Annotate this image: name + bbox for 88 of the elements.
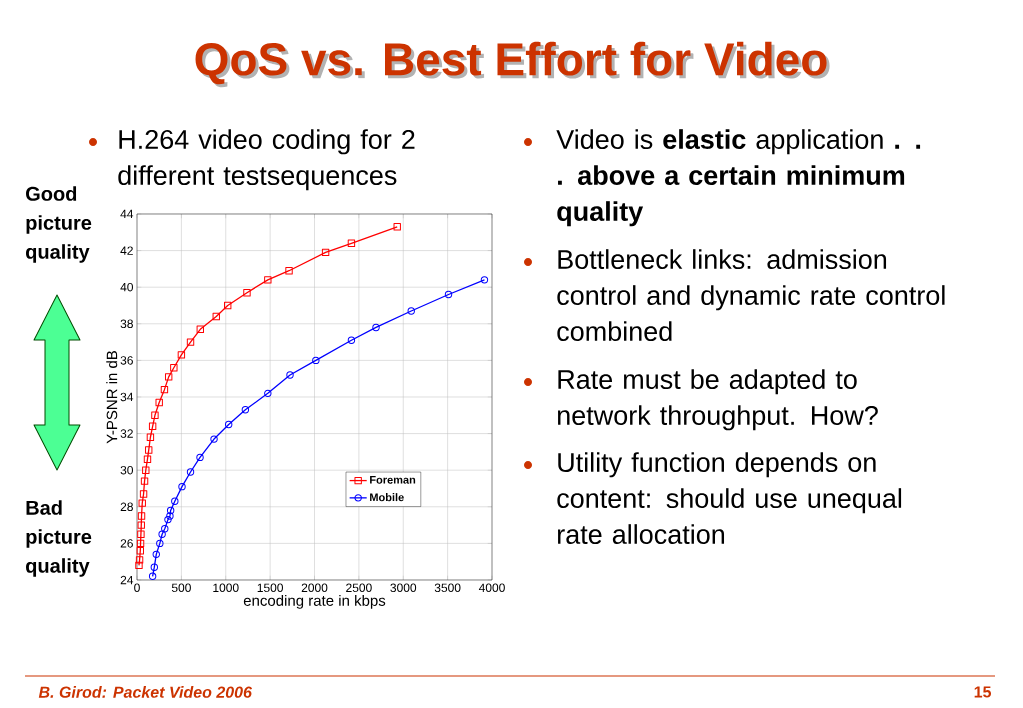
x-tick-label: 3500 [434,583,461,593]
y-tick-label: 26 [120,539,133,548]
point [196,453,204,462]
point [286,371,294,379]
point [135,561,143,570]
text: B. Girod: Packet Video 2006 [38,686,253,698]
point [160,385,169,394]
y-tick-label: 32 [120,429,133,438]
x-tick-label: 2000 [301,583,328,593]
y-tick-label: 38 [120,319,133,329]
y-axis-title: Y-PSNR in dB [106,350,118,444]
x-tick-label: 2500 [346,583,372,593]
legend-label: Foreman [370,476,416,484]
point [264,276,272,284]
point [171,497,179,505]
text: 15 [974,686,992,698]
point [177,351,186,359]
x-tick-label: 1500 [257,583,284,593]
y-tick-label: 28 [120,502,133,512]
point [137,512,146,520]
point [321,248,330,257]
point [196,325,204,333]
point [143,455,152,463]
point [166,512,174,520]
x-axis-title: encoding rate in kbps [243,594,386,609]
point [164,373,173,381]
point [151,411,159,419]
point [312,356,320,365]
point [139,490,148,498]
point [285,267,293,275]
point [142,466,150,474]
point [136,547,144,555]
point [135,556,144,564]
point [138,499,146,507]
point [178,482,186,491]
point [155,398,163,407]
point [156,539,164,548]
point [136,539,145,548]
point [224,301,232,310]
point [480,276,489,284]
y-tick-label: 30 [120,465,134,475]
point [224,420,233,429]
point [150,563,159,571]
text: Rate must be adapted to network throughput. How? [557,369,878,431]
point [347,336,356,344]
point [170,364,178,372]
point [161,525,169,533]
point [241,406,250,414]
y-tick-label: 42 [120,246,133,255]
point [146,433,155,441]
point [186,338,195,346]
point [164,515,172,524]
y-tick-label: 40 [120,282,134,292]
point [444,290,453,299]
text: Good picture quality [26,186,92,263]
point [140,477,149,485]
text: Bottleneck links: admission control and dynamic rate control combined [557,249,945,342]
text: Bad picture quality [26,500,92,577]
x-tick-label: 0 [134,583,140,593]
text: Video is elastic application . . . above a certain minimum quality [556,129,921,227]
point [137,530,145,538]
point [264,389,272,398]
point [166,506,175,515]
point [243,288,251,297]
point [393,223,401,231]
point [210,435,218,443]
x-tick-label: 3000 [390,583,417,593]
text: H.264 video coding for 2 different testsequences [118,129,415,191]
point [407,307,415,315]
point [347,239,356,247]
point [186,468,195,476]
x-tick-label: 1000 [213,583,239,593]
text: Utility function depends on content: should use unequal rate allocation [557,452,902,545]
point [212,312,220,321]
point [148,422,157,430]
x-tick-label: 4000 [478,583,505,593]
point [372,323,380,332]
point [158,530,166,538]
y-tick-label: 44 [120,209,134,219]
point [148,572,157,581]
legend-label: Mobile [370,493,404,502]
y-tick-label: 36 [120,356,133,365]
y-tick-label: 34 [120,392,134,402]
point [145,446,153,454]
point [152,550,160,559]
x-tick-label: 500 [171,583,191,593]
y-tick-label: 24 [120,575,134,585]
point [137,521,145,529]
